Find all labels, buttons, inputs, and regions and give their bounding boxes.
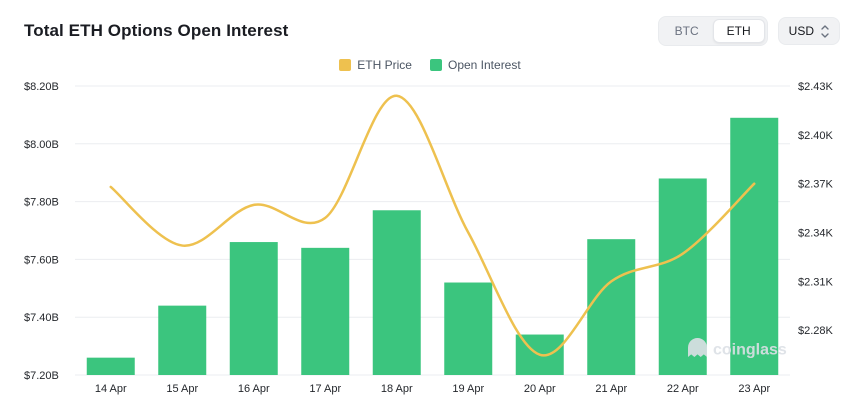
btc-button[interactable]: BTC (661, 19, 713, 43)
open-interest-bar[interactable] (158, 305, 207, 375)
right-axis-tick: $2.43K (798, 81, 834, 93)
legend-swatch (339, 59, 352, 71)
open-interest-bar[interactable] (372, 210, 421, 375)
open-interest-bar[interactable] (444, 282, 493, 375)
eth-button[interactable]: ETH (712, 19, 765, 43)
open-interest-bar[interactable] (587, 239, 636, 375)
chart-header: Total ETH Options Open Interest BTC ETH … (0, 0, 860, 46)
x-axis-label: 15 Apr (166, 383, 198, 395)
x-axis-label: 18 Apr (381, 383, 413, 395)
legend-swatch (429, 59, 442, 71)
x-axis-label: 23 Apr (738, 383, 770, 395)
x-axis-label: 19 Apr (452, 383, 484, 395)
left-axis-tick: $7.40B (24, 312, 59, 324)
right-axis-tick: $2.40K (798, 130, 834, 142)
coinglass-watermark: coinglass (688, 338, 787, 359)
right-axis-tick: $2.34K (798, 228, 834, 240)
open-interest-bar[interactable] (229, 242, 278, 375)
legend-label: ETH Price (357, 58, 412, 72)
legend-label: Open Interest (447, 58, 521, 72)
left-axis-tick: $7.20B (24, 370, 59, 382)
legend-item-eth-price[interactable]: ETH Price (339, 58, 412, 72)
legend-item-open-interest[interactable]: Open Interest (429, 58, 521, 72)
right-axis-tick: $2.37K (798, 179, 834, 191)
x-axis-label: 21 Apr (595, 383, 627, 395)
open-interest-bar[interactable] (86, 357, 135, 375)
right-axis-tick: $2.31K (798, 276, 834, 288)
currency-selector[interactable]: USD (777, 17, 840, 45)
x-axis-label: 17 Apr (309, 383, 341, 395)
left-axis-tick: $7.60B (24, 254, 59, 266)
watermark-text: coinglass (713, 342, 787, 359)
ghost-icon (688, 338, 707, 357)
open-interest-bar[interactable] (730, 117, 779, 375)
left-axis-tick: $8.00B (24, 139, 59, 151)
x-axis-label: 22 Apr (667, 383, 699, 395)
legend: ETH Price Open Interest (0, 58, 860, 72)
left-axis-tick: $8.20B (24, 81, 59, 93)
options-open-interest-chart: $7.20B $7.40B $7.60B $7.80B $8.00B $8.20B $2.2… (24, 81, 834, 395)
x-axis-label: 20 Apr (524, 383, 556, 395)
page-title: Total ETH Options Open Interest (24, 21, 289, 40)
x-axis-label: 14 Apr (95, 383, 127, 395)
right-axis-tick: $2.28K (798, 325, 834, 337)
left-axis-tick: $7.80B (24, 197, 59, 209)
x-axis-label: 16 Apr (238, 383, 270, 395)
open-interest-bar[interactable] (301, 247, 350, 375)
eth-price-line (109, 94, 756, 357)
chart-area: $7.20B $7.40B $7.60B $7.80B $8.00B $8.20B $2.2… (0, 74, 860, 409)
coin-segmented-control: BTC ETH (657, 16, 768, 46)
currency-label: USD (788, 24, 814, 38)
chart-controls: BTC ETH USD (657, 16, 840, 46)
sort-arrows-icon (821, 24, 829, 38)
